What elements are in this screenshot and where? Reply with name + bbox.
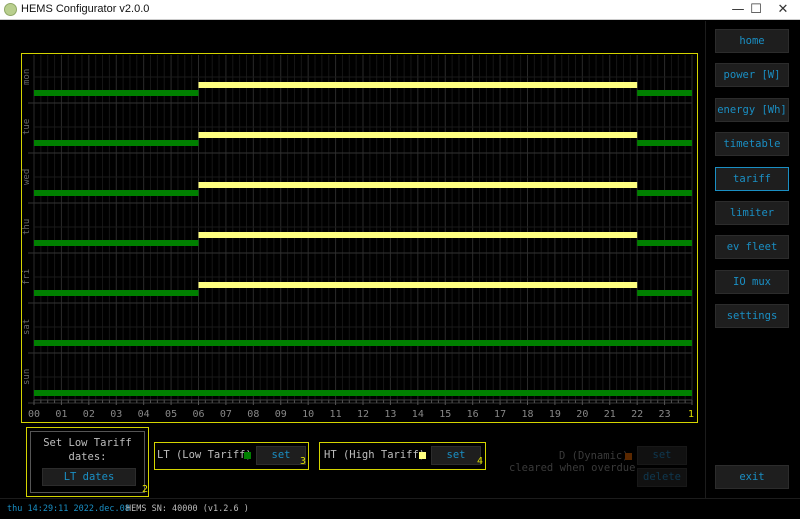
lt-dates-panel [26,427,149,497]
hour-label: 10 [302,409,315,420]
tariff-bar-tue-lt[interactable] [637,140,692,146]
day-label-mon: mon [22,68,32,85]
marker-1: 1 [688,409,695,420]
window-title: HEMS Configurator v2.0.0 [21,3,150,15]
status-serial: HEMS SN: 40000 (v1.2.6 ) [126,504,249,514]
tariff-bar-fri-lt[interactable] [637,290,692,296]
minimize-button[interactable]: — [731,2,745,17]
tariff-bar-wed-lt[interactable] [34,190,199,196]
nav-limiter-button[interactable]: limiter [715,201,789,225]
tariff-chart-frame [21,53,698,423]
tariff-bar-thu-ht[interactable] [198,232,638,238]
hour-label: 22 [631,409,644,420]
hour-label: 21 [603,409,616,420]
marker-3: 3 [300,456,307,467]
tariff-bar-thu-lt[interactable] [34,240,199,246]
tariff-bar-tue-ht[interactable] [198,132,638,138]
day-label-sat: sat [22,318,32,335]
ht-label: HT (High Tariff) [324,449,426,461]
hour-label: 01 [55,409,68,420]
hour-label: 09 [274,409,287,420]
close-button[interactable]: ✕ [777,2,789,17]
nav-io-button[interactable]: IO mux [715,269,789,294]
status-datetime: thu 14:29:11 2022.dec.08 [7,504,130,514]
hour-label: 12 [356,409,370,420]
hour-label: 00 [27,409,41,420]
status-divider [0,498,800,499]
day-label-thu: thu [22,218,32,235]
hour-label: 15 [439,409,452,420]
hour-label: 13 [384,409,397,420]
hour-label: 14 [411,409,424,420]
tariff-bar-mon-ht[interactable] [198,82,638,88]
tariff-bar-wed-lt[interactable] [637,190,692,196]
hour-label: 05 [165,409,178,420]
day-label-fri: fri [22,268,32,285]
tariff-chart[interactable] [0,0,705,430]
hour-label: 23 [658,409,671,420]
app-icon [4,3,17,16]
lt-set-button[interactable]: set [256,446,306,465]
ht-color-swatch [419,452,426,459]
tariff-bar-sat-lt[interactable] [34,340,692,346]
hour-label: 20 [576,409,589,420]
nav-tariff-button[interactable]: tariff [715,166,789,191]
hour-label: 08 [247,409,260,420]
hour-label: 11 [329,409,342,420]
nav-home-button[interactable]: home [715,29,789,53]
day-label-sun: sun [22,368,32,385]
nav-timetable-button[interactable]: timetable [715,132,789,157]
lt-dates-inner [30,431,145,493]
hour-label: 19 [548,409,561,420]
ht-panel [319,442,486,470]
day-label-wed: wed [22,168,32,185]
hour-label: 02 [82,409,95,420]
hour-label: 17 [494,409,507,420]
sidebar-divider [705,21,706,499]
lt-dates-text1: Set Low Tariff [43,437,132,449]
exit-button[interactable]: exit [715,465,789,489]
nav-energy-button[interactable]: energy [Wh] [715,97,789,122]
day-label-tue: tue [22,118,32,135]
tariff-bar-wed-ht[interactable] [198,182,638,188]
nav-ev-button[interactable]: ev fleet [715,235,789,260]
lt-dates-text2: dates: [68,451,107,463]
tariff-bar-mon-lt[interactable] [637,90,692,96]
hour-label: 04 [137,409,150,420]
hour-label: 16 [466,409,479,420]
hour-label: 18 [521,409,534,420]
hour-label: 07 [219,409,232,420]
dyn-note: cleared when overdue [509,462,636,474]
marker-4: 4 [477,456,484,467]
maximize-button[interactable]: ☐ [750,2,762,17]
ht-set-button[interactable]: set [431,446,481,465]
dyn-delete-button[interactable]: delete [637,468,687,487]
tariff-bar-sun-lt[interactable] [34,390,692,396]
dyn-label: D (Dynamic) [559,450,629,462]
nav-settings-button[interactable]: settings [715,304,789,329]
hour-label: 06 [192,409,205,420]
lt-color-swatch [244,452,251,459]
dyn-color-swatch [625,453,632,460]
hour-label: 03 [110,409,123,420]
tariff-bar-mon-lt[interactable] [34,90,199,96]
dyn-set-button[interactable]: set [637,446,687,465]
tariff-bar-fri-ht[interactable] [198,282,638,288]
lt-dates-button[interactable]: LT dates [42,468,136,486]
title-bar: HEMS Configurator v2.0.0 — ☐ ✕ [0,0,800,20]
nav-power-button[interactable]: power [W] [715,63,789,88]
tariff-bar-tue-lt[interactable] [34,140,199,146]
lt-panel [154,442,309,470]
tariff-bar-thu-lt[interactable] [637,240,692,246]
lt-label: LT (Low Tariff) [157,449,252,461]
tariff-bar-fri-lt[interactable] [34,290,199,296]
marker-2: 2 [142,484,149,495]
